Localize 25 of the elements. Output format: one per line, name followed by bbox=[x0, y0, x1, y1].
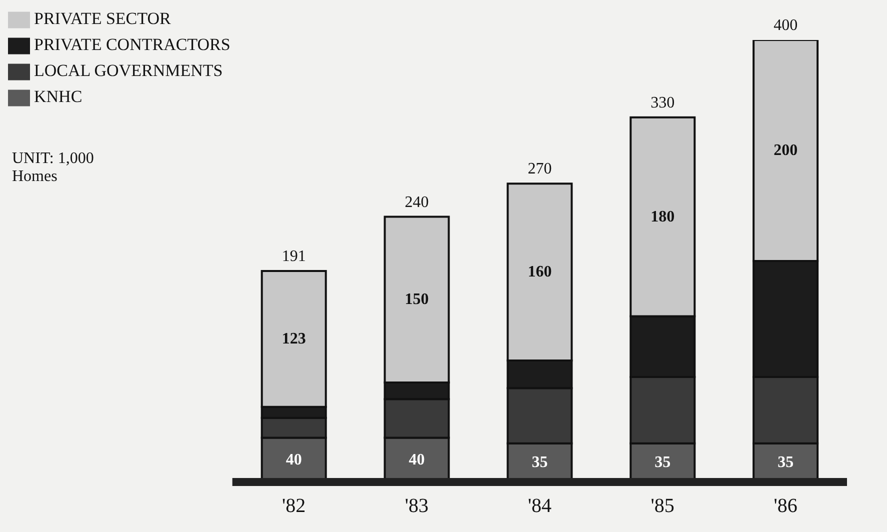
data-label: 40 bbox=[286, 451, 302, 468]
data-label: 123 bbox=[282, 330, 306, 348]
total-label: 240 bbox=[404, 194, 429, 211]
legend-label: PRIVATE CONTRACTORS bbox=[34, 35, 230, 54]
data-label: 35 bbox=[778, 454, 794, 472]
x-tick-label: '86 bbox=[774, 495, 798, 518]
x-tick-label: '83 bbox=[404, 495, 429, 518]
x-tick-label: '85 bbox=[650, 495, 674, 518]
data-label: 160 bbox=[528, 264, 552, 281]
x-tick-label: '84 bbox=[528, 495, 552, 518]
data-label: 150 bbox=[404, 291, 429, 308]
legend-label: PRIVATE SECTOR bbox=[34, 9, 171, 28]
total-label: 270 bbox=[528, 160, 552, 178]
total-label: 191 bbox=[282, 248, 306, 265]
data-label: 180 bbox=[650, 208, 675, 226]
legend-label: KNHC bbox=[34, 87, 82, 106]
total-label: 330 bbox=[650, 94, 675, 112]
data-label: 35 bbox=[532, 454, 548, 472]
text: UNIT: 1,000 Homes bbox=[12, 150, 95, 186]
data-label: 40 bbox=[408, 451, 425, 468]
x-tick-label: '82 bbox=[282, 495, 306, 518]
data-label: 35 bbox=[654, 454, 671, 472]
total-label: 400 bbox=[774, 17, 798, 34]
data-label: 200 bbox=[774, 142, 798, 159]
legend-label: LOCAL GOVERNMENTS bbox=[34, 61, 223, 80]
